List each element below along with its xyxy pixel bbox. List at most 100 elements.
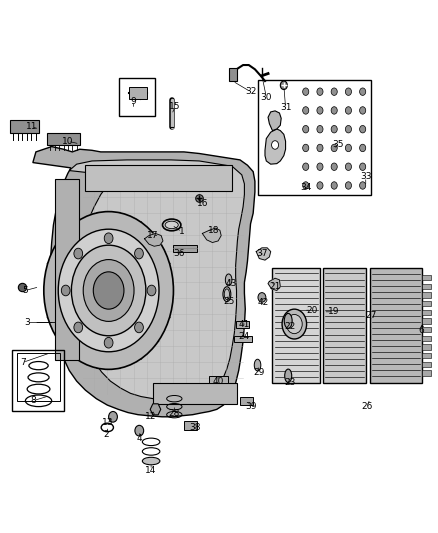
Circle shape — [345, 107, 351, 114]
Circle shape — [303, 107, 309, 114]
Text: 21: 21 — [269, 282, 281, 291]
Bar — [422, 284, 431, 289]
Bar — [17, 353, 60, 401]
Text: 11: 11 — [26, 123, 37, 131]
Bar — [85, 165, 232, 191]
Bar — [422, 362, 431, 367]
Text: 10: 10 — [62, 137, 74, 146]
Polygon shape — [150, 404, 161, 415]
Circle shape — [345, 144, 351, 152]
Bar — [55, 179, 79, 360]
Text: 19: 19 — [328, 308, 339, 316]
Circle shape — [83, 260, 134, 321]
Polygon shape — [268, 111, 281, 131]
Text: 39: 39 — [245, 402, 256, 410]
Bar — [229, 68, 237, 81]
Bar — [173, 245, 197, 252]
Circle shape — [317, 125, 323, 133]
Circle shape — [280, 81, 287, 90]
Text: 8: 8 — [30, 397, 36, 405]
Ellipse shape — [285, 369, 292, 383]
Bar — [129, 87, 147, 99]
Bar — [184, 421, 197, 430]
Circle shape — [317, 163, 323, 171]
Text: 34: 34 — [300, 183, 311, 192]
Text: 43: 43 — [226, 279, 237, 288]
Bar — [10, 120, 39, 133]
Circle shape — [360, 107, 366, 114]
Circle shape — [303, 88, 309, 95]
Text: 12: 12 — [145, 413, 157, 421]
Ellipse shape — [143, 458, 159, 464]
Circle shape — [44, 212, 173, 369]
Circle shape — [71, 245, 146, 336]
Text: 5: 5 — [22, 286, 28, 295]
Circle shape — [303, 125, 309, 133]
Text: 31: 31 — [280, 103, 291, 112]
Circle shape — [104, 337, 113, 348]
Circle shape — [272, 141, 279, 149]
Text: 36: 36 — [173, 249, 184, 257]
Circle shape — [331, 125, 337, 133]
Text: 24: 24 — [239, 333, 250, 341]
Circle shape — [360, 182, 366, 189]
Text: 33: 33 — [360, 173, 371, 181]
Circle shape — [303, 163, 309, 171]
Text: 3: 3 — [24, 318, 30, 327]
Text: 41: 41 — [239, 320, 250, 328]
Circle shape — [360, 163, 366, 171]
Text: 7: 7 — [20, 358, 26, 367]
Polygon shape — [69, 160, 244, 400]
Circle shape — [317, 88, 323, 95]
Circle shape — [58, 229, 159, 352]
Circle shape — [147, 285, 156, 296]
Bar — [422, 344, 431, 350]
Circle shape — [74, 322, 83, 333]
Ellipse shape — [225, 274, 232, 286]
Bar — [47, 133, 80, 145]
Bar — [370, 268, 422, 383]
Circle shape — [317, 144, 323, 152]
Text: 37: 37 — [256, 249, 268, 257]
Circle shape — [93, 272, 124, 309]
Text: 13: 13 — [102, 418, 113, 426]
Circle shape — [61, 285, 70, 296]
Bar — [422, 318, 431, 324]
Circle shape — [104, 233, 113, 244]
Text: 29: 29 — [254, 368, 265, 376]
Bar — [422, 293, 431, 298]
Bar — [422, 336, 431, 341]
Text: 15: 15 — [170, 102, 181, 111]
Circle shape — [303, 182, 309, 189]
Polygon shape — [268, 278, 280, 290]
Ellipse shape — [224, 289, 230, 300]
Circle shape — [331, 163, 337, 171]
Circle shape — [258, 293, 266, 302]
Circle shape — [74, 248, 83, 259]
Circle shape — [345, 125, 351, 133]
Circle shape — [317, 182, 323, 189]
Text: 4: 4 — [137, 434, 142, 442]
Text: 25: 25 — [223, 297, 234, 305]
Bar — [323, 268, 366, 383]
Text: 18: 18 — [208, 226, 219, 235]
Circle shape — [331, 88, 337, 95]
Bar — [422, 353, 431, 358]
Circle shape — [345, 88, 351, 95]
Circle shape — [331, 107, 337, 114]
Ellipse shape — [165, 221, 178, 229]
Circle shape — [331, 182, 337, 189]
Bar — [422, 301, 431, 306]
Text: 2: 2 — [103, 430, 109, 439]
Circle shape — [345, 182, 351, 189]
Text: 14: 14 — [145, 466, 157, 474]
Ellipse shape — [254, 359, 261, 371]
Ellipse shape — [284, 313, 292, 328]
Text: 22: 22 — [284, 322, 296, 330]
Text: 42: 42 — [258, 298, 269, 307]
Polygon shape — [145, 233, 163, 246]
Text: 26: 26 — [361, 402, 373, 410]
Bar — [272, 268, 320, 383]
Circle shape — [109, 411, 117, 422]
Text: 6: 6 — [418, 326, 424, 335]
